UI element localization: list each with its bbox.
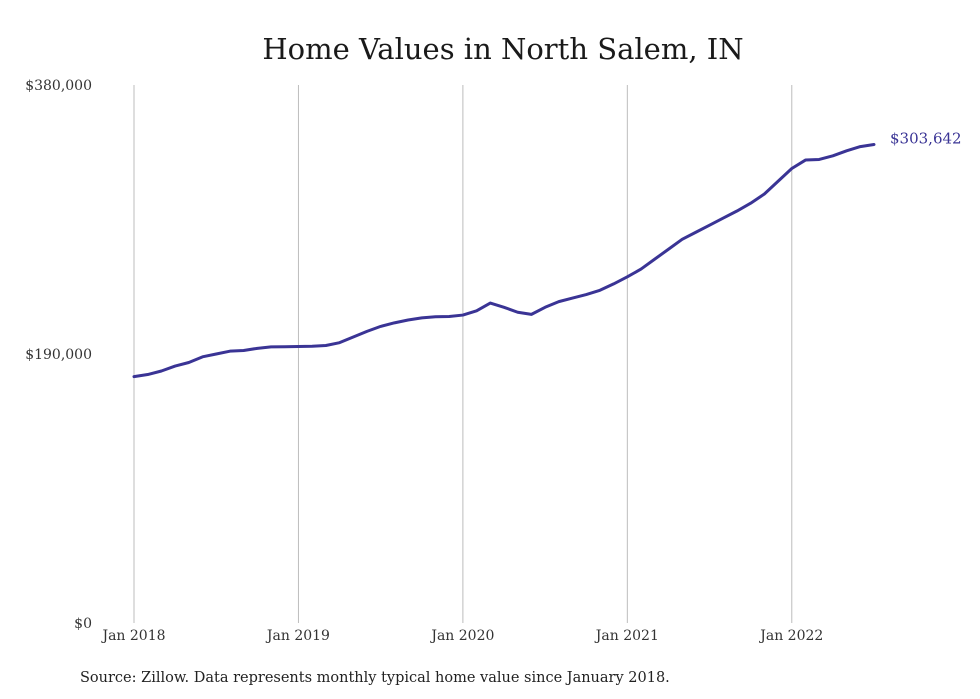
data-point xyxy=(598,289,601,292)
data-point xyxy=(804,159,807,162)
data-point xyxy=(694,231,697,234)
data-point xyxy=(640,268,643,271)
data-point xyxy=(626,275,629,278)
data-point xyxy=(283,345,286,348)
data-point xyxy=(831,154,834,157)
data-point xyxy=(420,316,423,319)
x-tick-label: Jan 2019 xyxy=(265,628,330,644)
data-point xyxy=(448,315,451,318)
data-point xyxy=(228,350,231,353)
y-tick-label: $0 xyxy=(74,616,92,632)
y-tick-label: $380,000 xyxy=(25,78,92,94)
data-point xyxy=(297,345,300,348)
data-point xyxy=(434,315,437,318)
data-point xyxy=(338,341,341,344)
data-point xyxy=(352,336,355,339)
data-point xyxy=(393,321,396,324)
data-point xyxy=(873,143,876,146)
y-tick-label: $190,000 xyxy=(25,347,92,363)
data-point xyxy=(187,361,190,364)
data-point xyxy=(749,202,752,205)
data-point xyxy=(270,345,273,348)
x-tick-label: Jan 2022 xyxy=(758,628,823,644)
data-point xyxy=(530,313,533,316)
data-point xyxy=(735,210,738,213)
data-point xyxy=(133,375,136,378)
data-point xyxy=(667,248,670,251)
source-note: Source: Zillow. Data represents monthly … xyxy=(80,670,670,686)
data-point xyxy=(612,282,615,285)
y-axis-ticks: $0 $190,000 $380,000 xyxy=(25,78,92,632)
data-point xyxy=(708,224,711,227)
data-point xyxy=(763,193,766,196)
data-point xyxy=(174,365,177,368)
data-point xyxy=(845,149,848,152)
x-tick-label: Jan 2021 xyxy=(594,628,659,644)
data-point xyxy=(242,349,245,352)
grid-lines xyxy=(133,85,793,623)
data-point xyxy=(516,311,519,314)
data-point xyxy=(571,297,574,300)
data-point xyxy=(201,355,204,358)
data-point xyxy=(585,293,588,296)
data-point xyxy=(461,314,464,317)
chart-title: Home Values in North Salem, IN xyxy=(262,32,743,66)
end-value-label: $303,642 xyxy=(890,129,962,147)
data-point xyxy=(777,180,780,183)
data-point xyxy=(544,306,547,309)
x-tick-label: Jan 2020 xyxy=(429,628,494,644)
series-layer: $303,642 xyxy=(132,129,962,379)
x-tick-label: Jan 2018 xyxy=(100,628,165,644)
data-point xyxy=(818,158,821,161)
data-point xyxy=(653,258,656,261)
data-point xyxy=(489,302,492,305)
series-line xyxy=(132,142,876,379)
data-point xyxy=(311,345,314,348)
data-point xyxy=(681,238,684,241)
data-point xyxy=(215,353,218,356)
data-point xyxy=(557,300,560,303)
data-point xyxy=(146,373,149,376)
data-point xyxy=(365,330,368,333)
data-point xyxy=(722,217,725,220)
data-point xyxy=(503,306,506,309)
data-point xyxy=(379,325,382,328)
x-axis-ticks: Jan 2018 Jan 2019 Jan 2020 Jan 2021 Jan 2022 xyxy=(100,628,823,644)
data-point xyxy=(790,167,793,170)
data-point xyxy=(475,309,478,312)
data-point xyxy=(256,347,259,350)
data-point xyxy=(160,369,163,372)
data-point xyxy=(859,145,862,148)
data-point xyxy=(324,344,327,347)
data-point xyxy=(407,319,410,322)
